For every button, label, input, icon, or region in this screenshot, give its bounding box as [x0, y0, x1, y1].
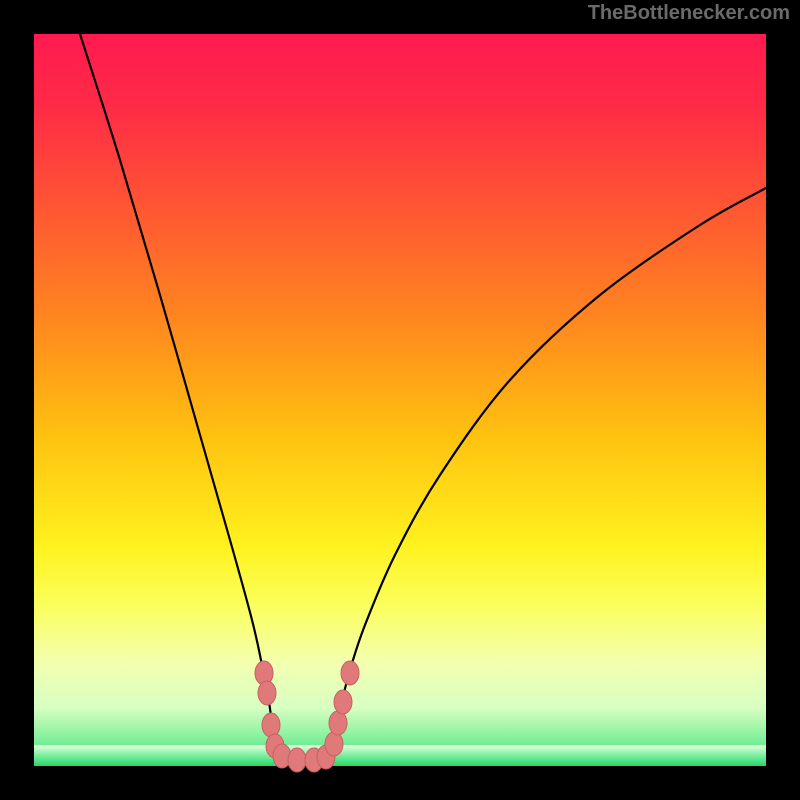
watermark-text: TheBottlenecker.com	[588, 2, 790, 25]
plot-background-gradient	[34, 34, 766, 766]
green-bottom-band	[34, 745, 766, 766]
chart-container: TheBottlenecker.com	[0, 0, 800, 800]
